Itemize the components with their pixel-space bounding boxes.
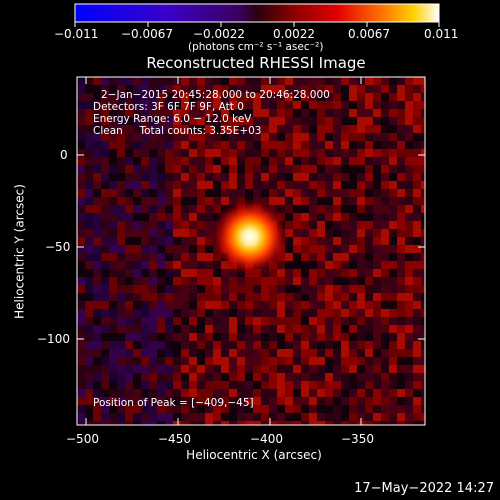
colorbar-tick-label: 0.011 xyxy=(424,27,459,41)
y-tick-label: 0 xyxy=(60,148,68,162)
colorbar-ticks xyxy=(74,22,440,27)
colorbar-unit-label: (photons cm⁻² s⁻¹ asec⁻²) xyxy=(188,41,324,53)
flare-source xyxy=(210,197,290,277)
x-axis-ticks xyxy=(85,77,362,425)
timestamp: 17−May−2022 14:27 xyxy=(354,481,494,496)
colorbar-tick-label: 0.0022 xyxy=(273,27,315,41)
y-tick-label: −50 xyxy=(45,240,71,254)
colorbar-tick-label: −0.0022 xyxy=(193,27,246,41)
y-tick-label: −100 xyxy=(37,332,70,346)
x-tick-label: −500 xyxy=(66,432,99,446)
info-line-time: 2−Jan−2015 20:45:28.000 to 20:46:28.000 xyxy=(101,89,330,101)
x-axis-label: Heliocentric X (arcsec) xyxy=(186,448,322,462)
colorbar xyxy=(74,3,440,23)
y-axis-ticks xyxy=(77,154,425,340)
info-line-detectors: Detectors: 3F 6F 7F 9F, Att 0 xyxy=(93,101,244,113)
info-line-energy: Energy Range: 6.0 − 12.0 keV xyxy=(93,113,252,125)
peak-position-label: Position of Peak = [−409,−45] xyxy=(93,397,254,409)
info-line-counts: Clean Total counts: 3.35E+03 xyxy=(93,125,262,137)
x-tick-label: −450 xyxy=(158,432,191,446)
plot-frame xyxy=(76,76,426,426)
x-tick-label: −350 xyxy=(341,432,374,446)
colorbar-tick-label: −0.011 xyxy=(54,27,99,41)
plot-title: Reconstructed RHESSI Image xyxy=(146,54,366,72)
rhessi-image xyxy=(77,77,425,425)
colorbar-tick-label: −0.0067 xyxy=(121,27,174,41)
x-tick-label: −400 xyxy=(250,432,283,446)
y-axis-label: Heliocentric Y (arcsec) xyxy=(12,184,27,319)
colorbar-tick-label: 0.0067 xyxy=(348,27,390,41)
